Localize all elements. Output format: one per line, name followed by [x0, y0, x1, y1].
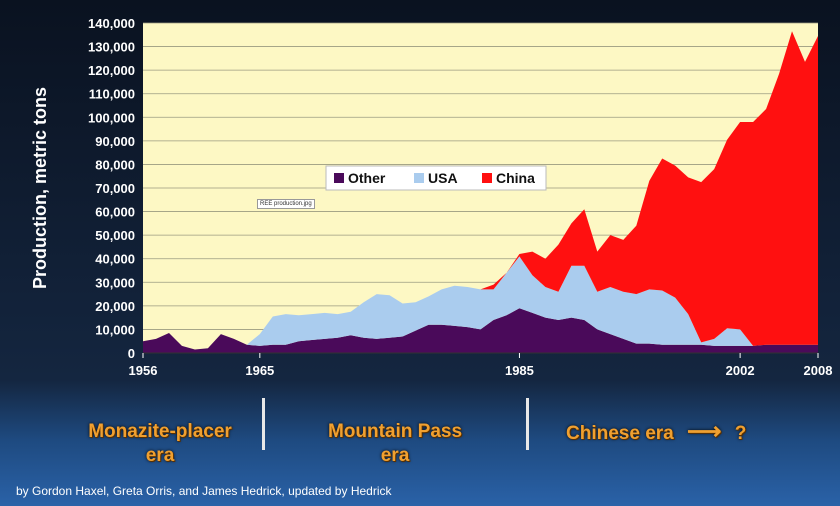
x-tick-label: 1985 [505, 363, 534, 378]
series-area-china [143, 31, 818, 350]
legend-label-usa: USA [428, 170, 458, 186]
y-tick-label: 40,000 [95, 252, 135, 267]
y-tick-label: 60,000 [95, 205, 135, 220]
y-tick-label: 0 [128, 346, 135, 361]
era-label-mountain-pass: Mountain Pass era [295, 420, 495, 468]
era-divider [262, 398, 265, 450]
y-tick-label: 140,000 [88, 16, 135, 31]
y-tick-label: 50,000 [95, 228, 135, 243]
era-arrow-icon: ⟶ [687, 418, 722, 445]
y-tick-label: 110,000 [89, 87, 135, 102]
image-filename-label: REE production.jpg [257, 199, 315, 209]
era-label-chinese: Chinese era ⟶ ? [566, 420, 806, 446]
chart: 0 10,000 20,000 30,000 40,000 50,000 60,000 70,… [30, 16, 833, 378]
legend-swatch-usa [414, 173, 424, 183]
era-label-mountain-pass-line1: Mountain Pass [327, 421, 463, 442]
credit-line: by Gordon Haxel, Greta Orris, and James … [16, 484, 392, 498]
legend-swatch-other [334, 173, 344, 183]
y-tick-label: 100,000 [88, 110, 135, 125]
series-area-other [143, 308, 818, 353]
era-label-monazite-line1: Monazite-placer [88, 421, 232, 442]
y-axis-label: Production, metric tons [30, 87, 50, 289]
era-label-monazite-line2: era [145, 445, 175, 466]
y-tick-label: 10,000 [95, 322, 135, 337]
y-tick-label: 130,000 [88, 40, 135, 55]
y-tick-label: 80,000 [95, 157, 135, 172]
era-label-mountain-pass-line2: era [380, 445, 410, 466]
era-label-chinese-question: ? [734, 423, 747, 444]
legend-box [325, 165, 547, 191]
x-tick-label: 1956 [129, 363, 158, 378]
era-label-chinese-text: Chinese era [566, 423, 674, 444]
x-tick-label: 2008 [804, 363, 833, 378]
x-tick-label: 2002 [726, 363, 755, 378]
era-label-monazite: Monazite-placer era [60, 420, 260, 468]
legend-label-other: Other [348, 170, 386, 186]
legend-swatch-china [482, 173, 492, 183]
legend-label-china: China [496, 170, 535, 186]
y-tick-label: 120,000 [88, 63, 135, 78]
y-tick-label: 70,000 [95, 181, 135, 196]
y-tick-label: 30,000 [95, 275, 135, 290]
y-tick-label: 90,000 [95, 134, 135, 149]
y-tick-label: 20,000 [95, 299, 135, 314]
era-divider [526, 398, 529, 450]
series-area-usa [143, 256, 818, 350]
x-tick-label: 1965 [245, 363, 274, 378]
